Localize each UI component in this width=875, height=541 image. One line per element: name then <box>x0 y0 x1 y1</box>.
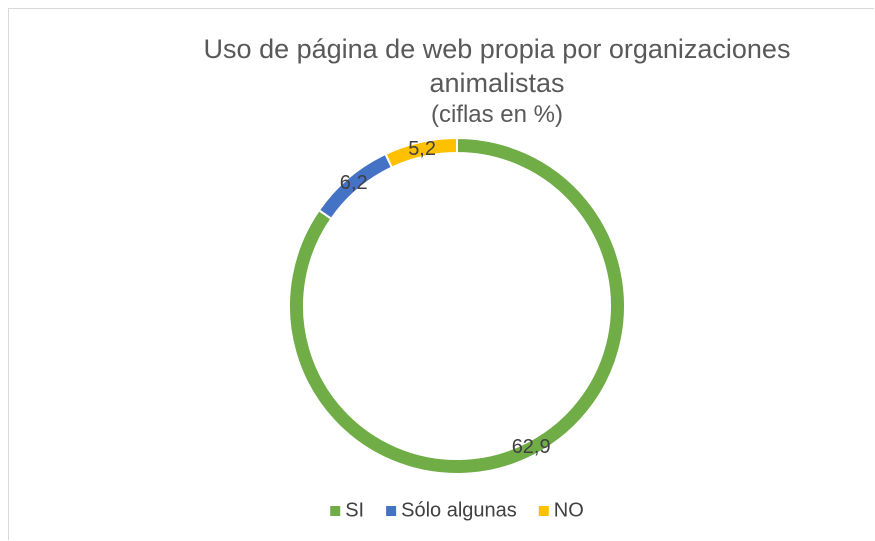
legend-swatch <box>538 506 549 516</box>
legend-swatch <box>330 506 341 516</box>
chart-subtitle: (ciflas en %) <box>430 101 564 128</box>
legend-label: SI <box>345 499 364 521</box>
legend-swatch <box>386 506 397 516</box>
donut-segment <box>384 136 458 169</box>
data-label: 62,9 <box>512 436 551 458</box>
data-label: 5,2 <box>408 138 436 160</box>
chart-frame <box>8 8 874 540</box>
chart-title: Uso de página de web propia por organiza… <box>203 34 791 98</box>
legend-label: NO <box>554 499 584 521</box>
data-label: 6,2 <box>340 172 368 194</box>
legend-label: Sólo algunas <box>401 499 517 521</box>
titles: Uso de página de web propia por organiza… <box>147 32 847 130</box>
